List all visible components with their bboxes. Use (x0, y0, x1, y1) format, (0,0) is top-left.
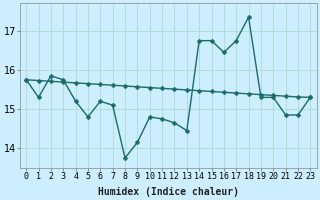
X-axis label: Humidex (Indice chaleur): Humidex (Indice chaleur) (98, 186, 239, 197)
